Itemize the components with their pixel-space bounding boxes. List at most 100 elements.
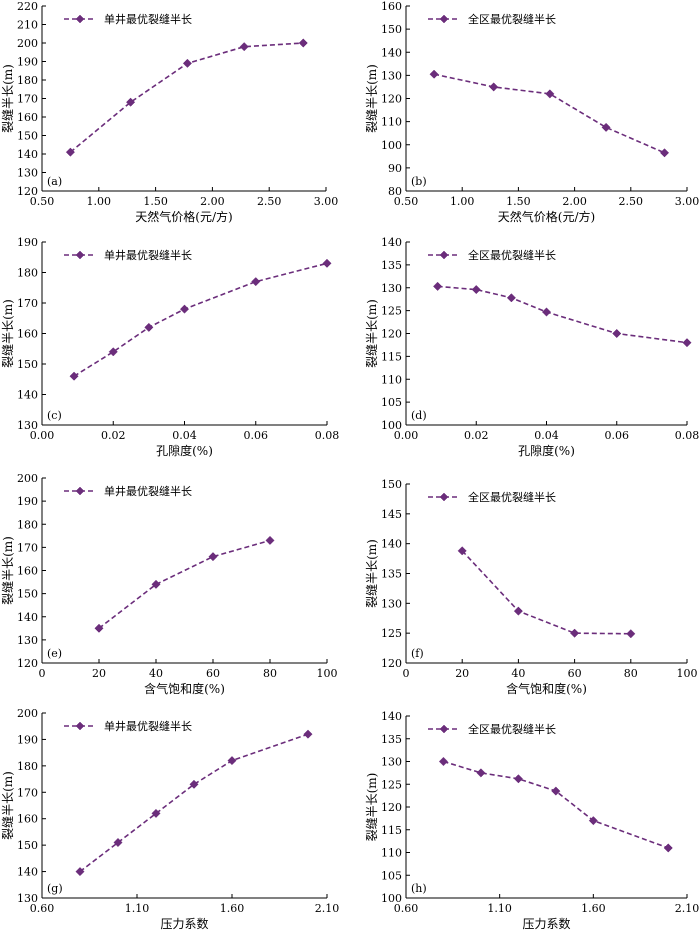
data-point xyxy=(545,89,555,99)
panel-label: (g) xyxy=(47,882,63,895)
data-point xyxy=(506,293,516,303)
x-axis-title: 天然气价格(元/方) xyxy=(498,209,595,224)
y-axis-title: 裂缝半长(m) xyxy=(0,64,15,133)
data-point xyxy=(513,774,523,784)
y-tick-label: 170 xyxy=(17,786,38,799)
data-point xyxy=(663,843,673,853)
y-axis-title: 裂缝半长(m) xyxy=(364,539,379,608)
y-tick-label: 125 xyxy=(381,627,402,640)
data-point xyxy=(108,347,118,357)
data-point xyxy=(626,629,636,639)
x-tick-label: 20 xyxy=(92,667,106,680)
x-tick-label: 2.10 xyxy=(315,902,340,915)
y-tick-label: 150 xyxy=(17,130,38,143)
data-point xyxy=(682,338,692,348)
x-axis-title: 含气饱和度(%) xyxy=(144,681,225,696)
y-tick-label: 100 xyxy=(381,892,402,905)
panel-label: (a) xyxy=(47,175,62,188)
panel-label: (b) xyxy=(411,175,427,188)
legend-label: 单井最优裂缝半长 xyxy=(104,248,192,262)
y-tick-label: 120 xyxy=(17,185,38,198)
y-tick-label: 140 xyxy=(381,710,402,723)
y-tick-label: 160 xyxy=(17,111,38,124)
y-tick-label: 150 xyxy=(17,358,38,371)
legend-marker xyxy=(75,486,85,496)
legend-marker xyxy=(75,250,85,260)
x-tick-label: 2.50 xyxy=(619,195,644,208)
series-line-0 xyxy=(461,550,631,635)
y-axis-title: 裂缝半长(m) xyxy=(364,299,379,368)
y-tick-label: 140 xyxy=(17,611,38,624)
y-tick-label: 105 xyxy=(381,396,402,409)
data-point xyxy=(298,38,308,48)
x-tick-label: 1.60 xyxy=(581,902,606,915)
series-line-0 xyxy=(437,285,688,344)
chart-a: 120 130 140 150 160 170 180 190 200 210 220 0.50 1.0… xyxy=(0,0,338,224)
y-tick-label: 140 xyxy=(381,46,402,59)
x-tick-label: 0.06 xyxy=(244,429,269,442)
y-tick-label: 90 xyxy=(388,162,402,175)
x-axis-title: 天然气价格(元/方) xyxy=(135,209,232,224)
data-point xyxy=(265,535,275,545)
data-point xyxy=(69,371,79,381)
x-tick-label: 1.50 xyxy=(506,195,531,208)
x-tick-label: 20 xyxy=(455,667,469,680)
y-tick-label: 100 xyxy=(381,419,402,432)
y-tick-label: 170 xyxy=(17,93,38,106)
chart-h: 100 105 110 115 120 125 130 135 140 0.60 1.10 1.60 2… xyxy=(364,710,699,931)
y-tick-label: 150 xyxy=(17,588,38,601)
y-tick-label: 190 xyxy=(17,56,38,69)
x-tick-label: 80 xyxy=(624,667,638,680)
panel-label: (h) xyxy=(411,882,427,895)
y-tick-label: 120 xyxy=(381,801,402,814)
y-tick-label: 120 xyxy=(381,328,402,341)
x-tick-label: 80 xyxy=(263,667,277,680)
legend-marker xyxy=(439,492,449,502)
data-point xyxy=(65,147,75,157)
y-tick-label: 170 xyxy=(17,541,38,554)
x-tick-label: 1.10 xyxy=(487,902,512,915)
x-tick-label: 0.02 xyxy=(464,429,489,442)
y-tick-label: 160 xyxy=(17,565,38,578)
y-tick-label: 160 xyxy=(17,813,38,826)
data-point xyxy=(179,304,190,314)
chart-c: 130 140 150 160 170 180 190 0.00 0.02 0.04 0.06 0.0… xyxy=(0,236,339,458)
data-point xyxy=(303,729,313,739)
x-tick-label: 0.06 xyxy=(605,429,630,442)
x-axis-title: 压力系数 xyxy=(522,916,570,931)
data-point xyxy=(151,808,161,818)
data-point xyxy=(239,42,249,52)
x-tick-label: 100 xyxy=(317,667,338,680)
panel-label: (e) xyxy=(47,647,62,660)
y-tick-label: 180 xyxy=(17,518,38,531)
y-tick-label: 220 xyxy=(17,0,38,13)
data-point xyxy=(94,623,104,633)
x-tick-label: 0 xyxy=(403,667,410,680)
y-tick-label: 130 xyxy=(17,634,38,647)
y-tick-label: 125 xyxy=(381,778,402,791)
x-tick-label: 1.00 xyxy=(87,195,112,208)
y-axis-title: 裂缝半长(m) xyxy=(364,64,379,133)
y-tick-label: 120 xyxy=(17,657,38,670)
data-point xyxy=(113,837,123,848)
y-tick-label: 200 xyxy=(17,37,38,50)
y-axis-title: 裂缝半长(m) xyxy=(364,773,379,842)
data-point xyxy=(151,579,161,589)
legend-label: 全区最优裂缝半长 xyxy=(468,490,556,504)
y-tick-label: 150 xyxy=(17,839,38,852)
x-tick-label: 60 xyxy=(568,667,582,680)
data-point xyxy=(513,606,523,616)
data-point xyxy=(208,552,218,562)
data-point xyxy=(489,82,499,92)
data-point xyxy=(476,768,486,778)
legend-label: 单井最优裂缝半长 xyxy=(104,12,192,26)
x-tick-label: 40 xyxy=(149,667,163,680)
data-point xyxy=(612,328,622,339)
x-tick-label: 3.00 xyxy=(314,195,339,208)
x-tick-label: 3.00 xyxy=(675,195,700,208)
y-tick-label: 140 xyxy=(381,538,402,551)
y-tick-label: 180 xyxy=(17,74,38,87)
x-tick-label: 0.08 xyxy=(315,429,340,442)
y-tick-label: 130 xyxy=(381,597,402,610)
